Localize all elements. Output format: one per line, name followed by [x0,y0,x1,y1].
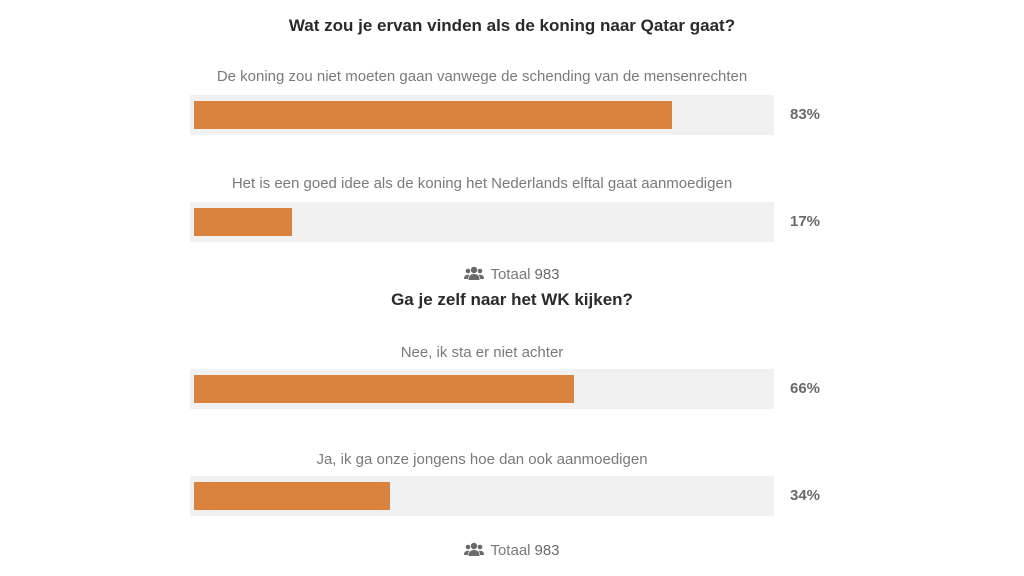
poll-question: Wat zou je ervan vinden als de koning na… [288,16,736,35]
option-label: Nee, ik sta er niet achter [400,344,564,361]
total-votes: Totaal 983 [0,542,1024,559]
bar-track [190,202,774,242]
bar-fill [194,482,390,510]
total-count: 983 [534,542,560,559]
total-label: Totaal [490,266,531,283]
percentage-label: 83% [790,106,821,123]
bar-fill [194,208,292,236]
users-icon [464,542,485,556]
bar-track [190,476,774,516]
poll-question: Ga je zelf naar het WK kijken? [391,290,633,309]
percentage-label: 66% [790,380,821,397]
percentage-label: 17% [790,213,821,230]
bar-track [190,95,774,135]
total-count: 983 [534,266,560,283]
option-label: Ja, ik ga onze jongens hoe dan ook aanmo… [316,451,648,468]
percentage-label: 34% [790,487,821,504]
option-label: Het is een goed idee als de koning het N… [231,175,733,192]
bar-track [190,369,774,409]
option-label: De koning zou niet moeten gaan vanwege d… [216,68,748,85]
users-icon [464,266,485,280]
bar-fill [194,375,574,403]
total-votes: Totaal 983 [0,266,1024,283]
bar-fill [194,101,672,129]
total-label: Totaal [490,542,531,559]
